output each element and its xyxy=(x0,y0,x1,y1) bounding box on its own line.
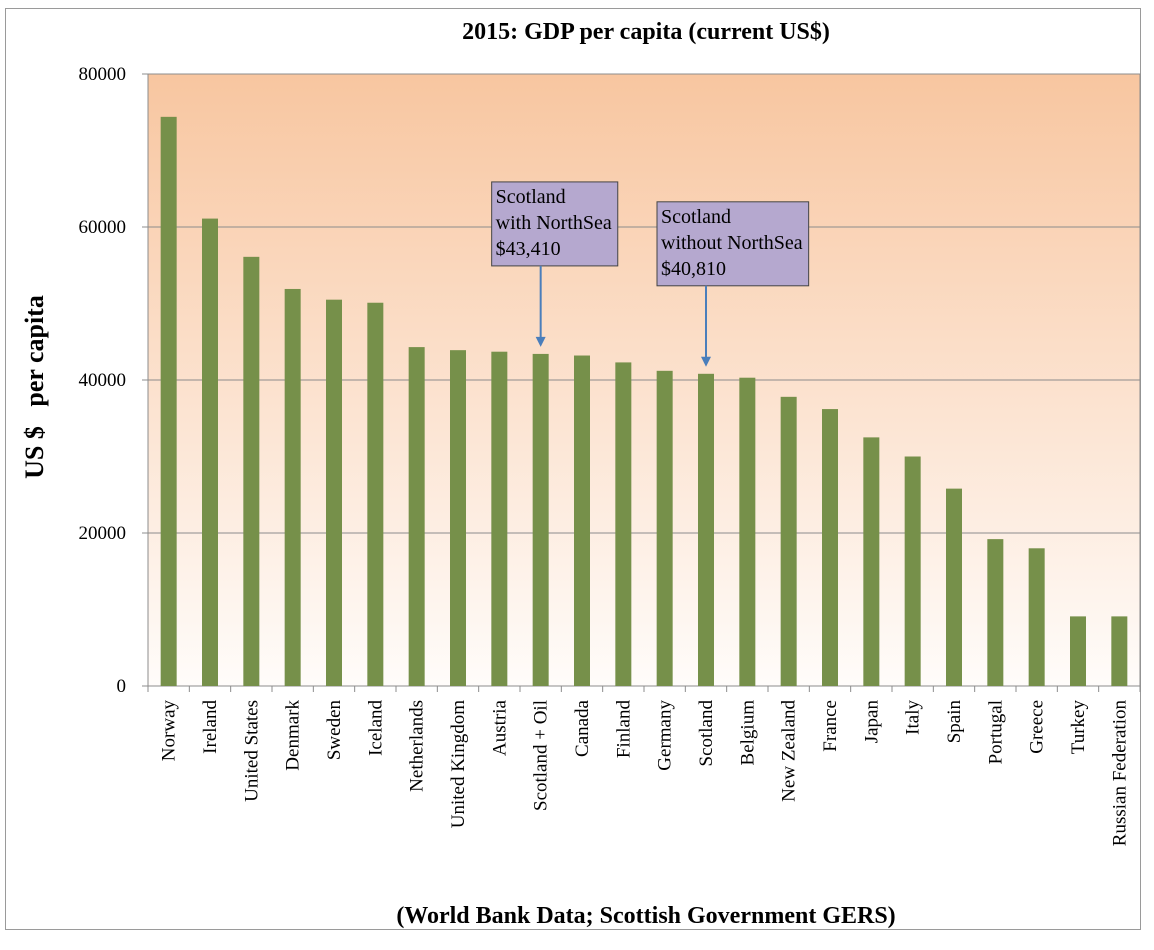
x-category-label: Japan xyxy=(861,700,882,744)
x-category-label: Denmark xyxy=(283,700,304,771)
bar xyxy=(656,370,673,686)
x-category-label: Turkey xyxy=(1068,700,1089,755)
x-category-label: Germany xyxy=(655,700,676,771)
callout-box xyxy=(491,181,619,267)
y-tick-label: 60000 xyxy=(79,217,127,238)
callout-text: Scotland xyxy=(496,186,566,208)
bar xyxy=(408,347,425,686)
bar xyxy=(574,355,590,686)
callout-box xyxy=(656,201,810,287)
x-category-label: Netherlands xyxy=(407,700,428,792)
bar xyxy=(160,116,177,687)
bar xyxy=(326,299,342,686)
bar xyxy=(739,377,756,686)
chart-footer: (World Bank Data; Scottish Government GE… xyxy=(396,903,895,929)
x-category-label: Portugal xyxy=(985,700,1006,764)
x-category-label: Finland xyxy=(613,700,634,759)
bar xyxy=(450,350,466,686)
bar xyxy=(904,456,921,686)
bar xyxy=(243,256,260,686)
x-category-label: Austria xyxy=(489,699,510,756)
bar xyxy=(367,302,384,686)
x-category-label: Greece xyxy=(1027,700,1048,754)
y-tick-label: 0 xyxy=(117,676,127,697)
x-category-label: Ireland xyxy=(200,700,221,754)
y-tick-label: 20000 xyxy=(79,523,127,544)
chart-title: 2015: GDP per capita (current US$) xyxy=(462,19,830,45)
x-category-label: Spain xyxy=(944,700,965,744)
chart-frame: 2015: GDP per capita (current US$) US $ … xyxy=(5,8,1141,930)
bar xyxy=(822,409,838,686)
x-category-label: Scotland xyxy=(696,700,717,767)
bar xyxy=(780,396,797,686)
callout-text: without NorthSea xyxy=(661,232,803,254)
bar xyxy=(946,488,962,686)
x-category-label: Italy xyxy=(903,700,924,735)
x-category-label: France xyxy=(820,700,841,752)
x-category-label: Sweden xyxy=(324,700,345,761)
bar xyxy=(987,539,1004,686)
bar xyxy=(1070,616,1086,686)
x-category-label: Russian Federation xyxy=(1109,700,1130,847)
bar xyxy=(491,351,508,686)
callout-arrowhead xyxy=(535,336,546,347)
x-category-label: United Kingdom xyxy=(448,700,469,828)
bar xyxy=(698,373,714,686)
callout-text: with NorthSea xyxy=(496,212,612,234)
callout-text: Scotland xyxy=(661,206,731,228)
bar xyxy=(1111,616,1128,686)
bar xyxy=(202,218,218,686)
x-category-label: New Zealand xyxy=(779,700,800,802)
callout-text: $40,810 xyxy=(661,258,726,280)
bar xyxy=(863,437,880,686)
bar-chart: 2015: GDP per capita (current US$) US $ … xyxy=(20,19,1141,929)
x-category-label: Canada xyxy=(572,699,593,757)
y-axis-label: US $ per capita xyxy=(20,295,49,479)
x-category-label: Iceland xyxy=(365,700,386,756)
x-category-label: Norway xyxy=(159,700,180,762)
bar xyxy=(1028,548,1045,686)
callout-arrowhead xyxy=(701,356,711,367)
bar xyxy=(615,362,632,686)
y-tick-label: 80000 xyxy=(79,64,127,85)
bar xyxy=(532,353,549,686)
x-category-label: United States xyxy=(241,700,262,802)
bar xyxy=(284,288,301,686)
x-category-label: Scotland + Oil xyxy=(531,700,552,811)
y-tick-label: 40000 xyxy=(79,370,127,391)
x-category-label: Belgium xyxy=(737,700,758,766)
callout-text: $43,410 xyxy=(496,238,561,260)
